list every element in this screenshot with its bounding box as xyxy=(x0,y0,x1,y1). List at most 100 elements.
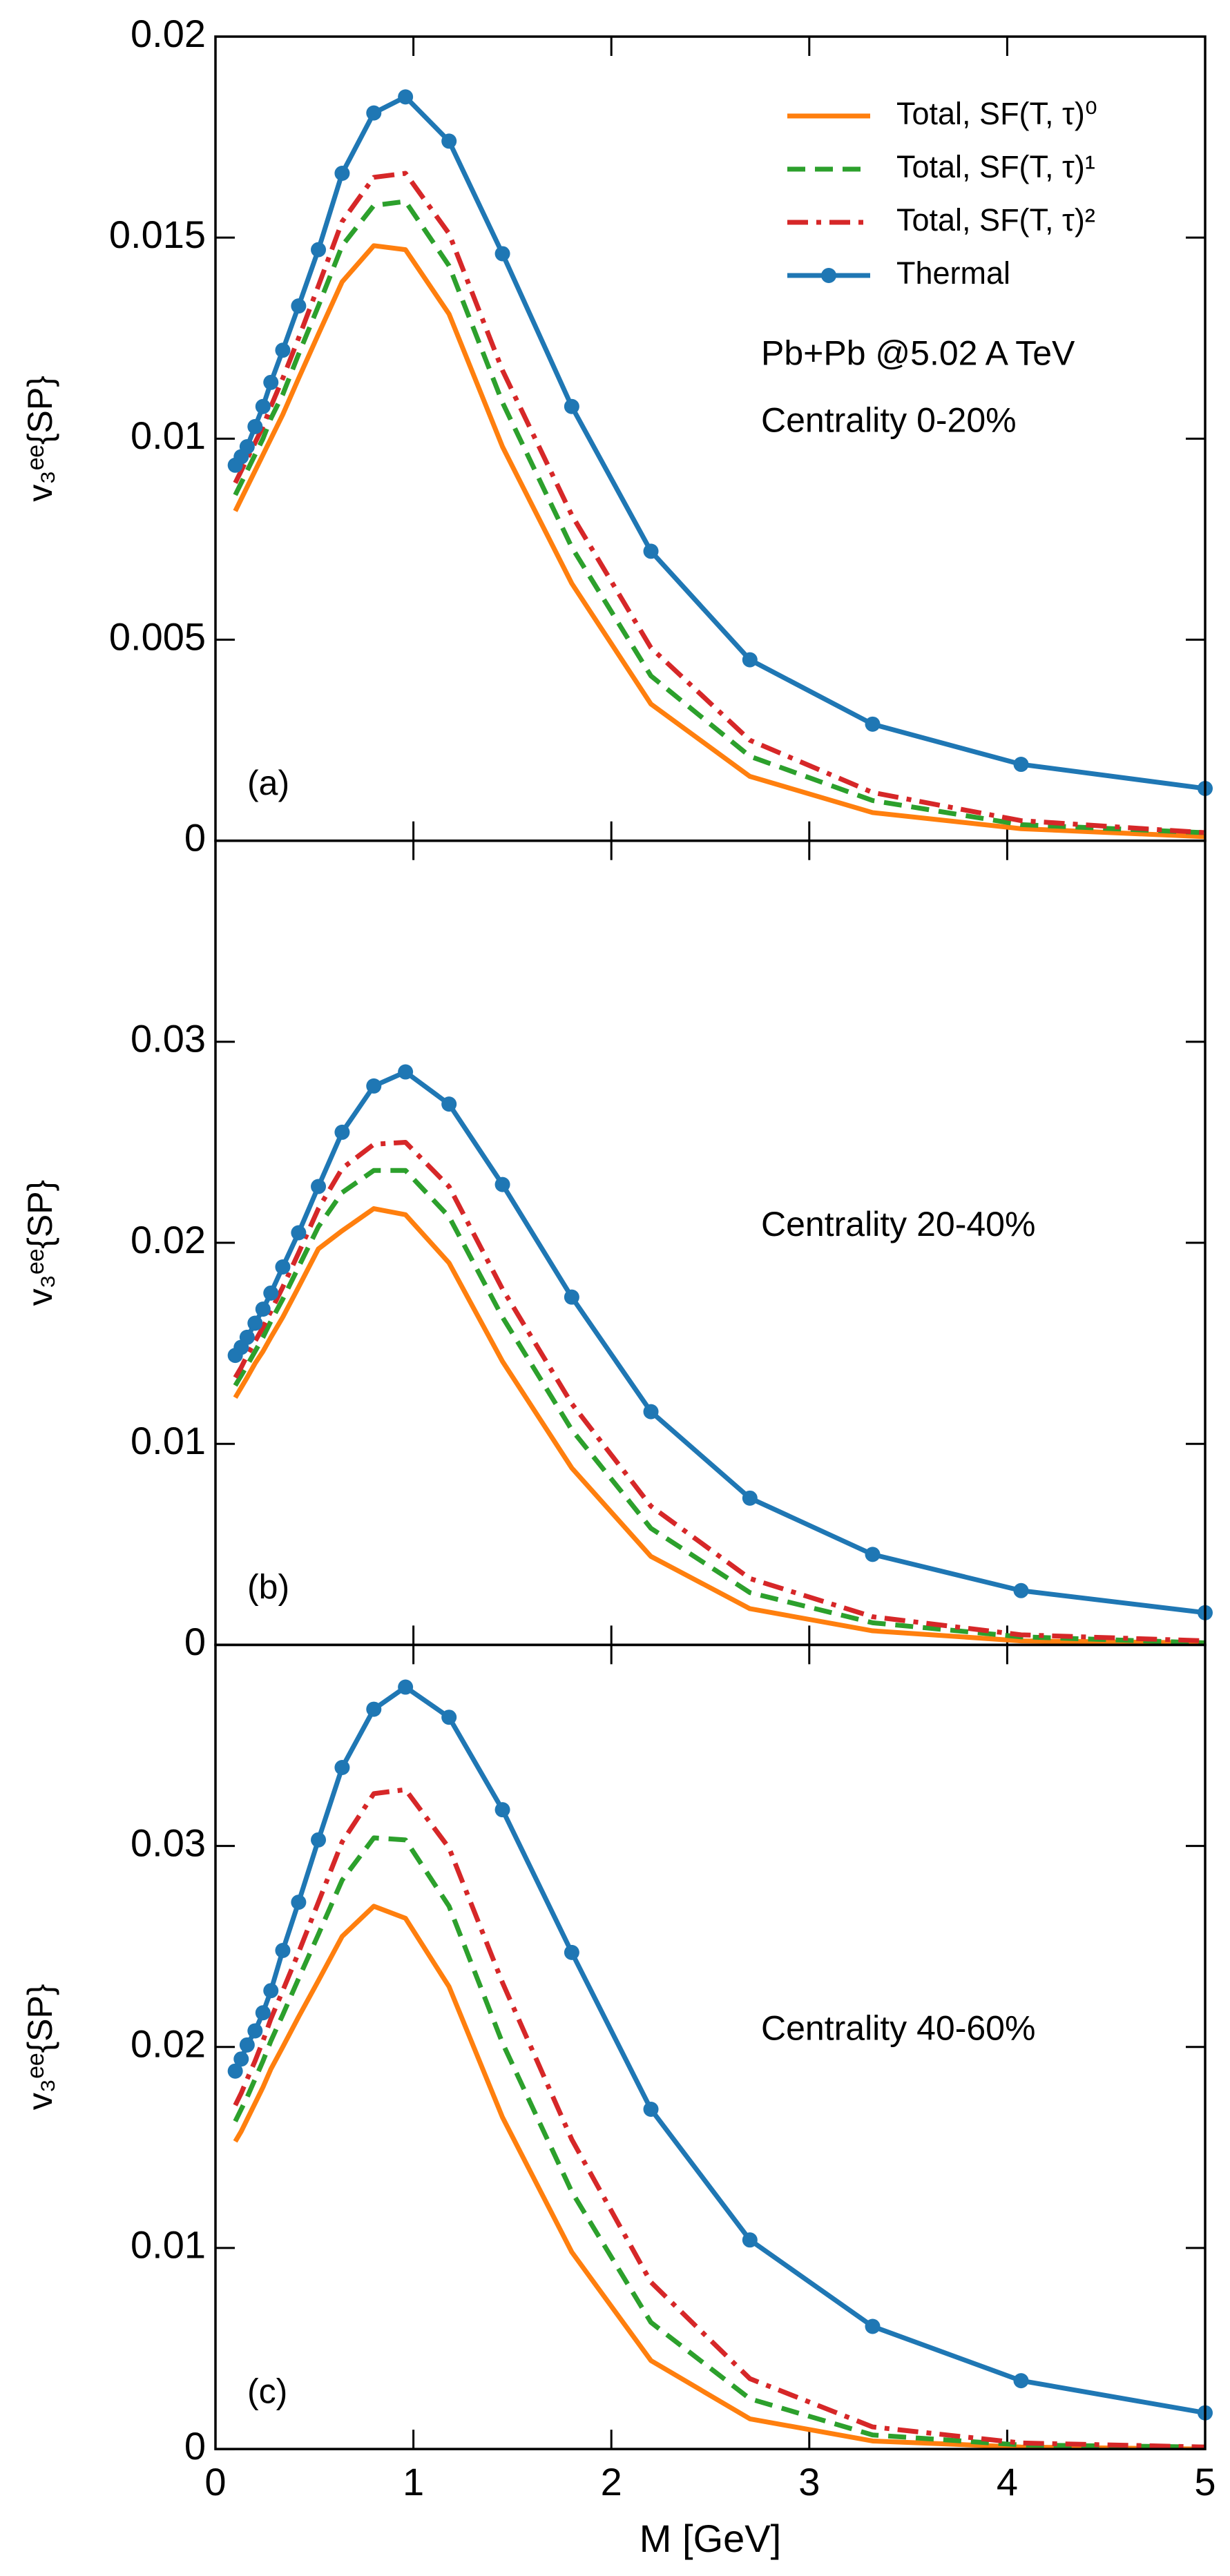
y-tick-label: 0.015 xyxy=(109,213,206,256)
y-tick-label: 0.005 xyxy=(109,614,206,658)
x-tick-label: 0 xyxy=(204,2460,226,2504)
data-point xyxy=(247,2023,263,2039)
x-tick-label: 4 xyxy=(997,2460,1018,2504)
data-point xyxy=(564,1944,579,1960)
data-point xyxy=(398,1679,414,1695)
data-point xyxy=(742,2232,758,2248)
data-point xyxy=(742,652,758,668)
panel-label: (b) xyxy=(247,1568,289,1607)
legend-label: Thermal xyxy=(896,255,1010,291)
data-point xyxy=(255,1301,271,1317)
data-point xyxy=(865,716,881,732)
data-point xyxy=(742,1490,758,1506)
series-line xyxy=(233,1787,1205,2450)
series-line xyxy=(233,1069,1205,1616)
series-line xyxy=(233,1835,1205,2450)
x-tick-label: 2 xyxy=(601,2460,622,2504)
x-tick-label: 5 xyxy=(1194,2460,1215,2504)
plot-area xyxy=(233,1069,1205,1645)
data-point xyxy=(263,1285,279,1301)
data-point xyxy=(494,246,510,262)
series-line xyxy=(233,171,1205,835)
y-axis-label: v₃ᵉᵉ{SP} xyxy=(21,1984,59,2110)
x-axis-label: M [GeV] xyxy=(640,2517,781,2560)
data-point xyxy=(239,2037,255,2053)
data-point xyxy=(564,398,579,414)
data-point xyxy=(865,2318,881,2334)
data-point xyxy=(239,438,255,454)
axes-frame xyxy=(214,1643,1207,2450)
data-point xyxy=(398,89,414,105)
y-tick-label: 0.02 xyxy=(131,12,206,55)
data-point xyxy=(1013,757,1029,773)
y-tick-label: 0 xyxy=(184,1620,206,1663)
data-point xyxy=(247,1315,263,1331)
y-tick-label: 0.03 xyxy=(131,1017,206,1061)
data-point xyxy=(263,1983,279,1999)
data-point xyxy=(366,1701,382,1717)
legend-label: Total, SF(T, τ)¹ xyxy=(896,149,1095,184)
data-point xyxy=(1013,1582,1029,1598)
data-point xyxy=(239,1329,255,1345)
panel-label: (a) xyxy=(247,764,289,802)
annotation: Centrality 0-20% xyxy=(761,400,1017,439)
data-point xyxy=(494,1802,510,1818)
data-point xyxy=(334,165,350,181)
data-point xyxy=(366,105,382,121)
data-point xyxy=(291,1895,307,1910)
y-tick-label: 0.02 xyxy=(131,1218,206,1261)
data-point xyxy=(643,543,659,559)
data-point xyxy=(643,1404,659,1420)
y-tick-label: 0.03 xyxy=(131,1821,206,1864)
y-tick-label: 0.01 xyxy=(131,1419,206,1462)
annotation: Pb+Pb @5.02 A TeV xyxy=(761,334,1075,373)
data-point xyxy=(227,2063,243,2079)
data-point xyxy=(865,1547,881,1562)
data-point xyxy=(494,1176,510,1192)
data-point xyxy=(366,1078,382,1094)
y-tick-label: 0.02 xyxy=(131,2022,206,2066)
data-point xyxy=(334,1760,350,1776)
data-point xyxy=(233,2051,249,2067)
y-tick-label: 0.01 xyxy=(131,2223,206,2267)
series-line xyxy=(233,1904,1205,2450)
legend-label: Total, SF(T, τ)⁰ xyxy=(896,96,1097,131)
y-tick-label: 0.01 xyxy=(131,414,206,457)
data-point xyxy=(275,342,291,358)
y-axis-label: v₃ᵉᵉ{SP} xyxy=(21,1180,59,1306)
data-point xyxy=(255,2005,271,2021)
data-point xyxy=(255,398,271,414)
panel-label: (c) xyxy=(247,2372,287,2410)
data-point xyxy=(291,298,307,314)
x-tick-label: 1 xyxy=(403,2460,424,2504)
legend-marker xyxy=(821,268,836,283)
y-tick-label: 0 xyxy=(184,2424,206,2468)
data-point xyxy=(291,1225,307,1241)
data-point xyxy=(247,418,263,434)
annotation: Centrality 40-60% xyxy=(761,2009,1035,2048)
y-axis-label: v₃ᵉᵉ{SP} xyxy=(21,376,59,502)
y-tick-label: 0 xyxy=(184,815,206,859)
data-point xyxy=(311,242,327,258)
data-point xyxy=(441,1096,457,1112)
series-line xyxy=(233,1206,1205,1645)
series-line xyxy=(233,1685,1205,2416)
series-line xyxy=(233,199,1205,835)
plot-area xyxy=(233,1685,1205,2450)
axes-frame xyxy=(214,839,1207,1647)
series-line xyxy=(233,1139,1205,1644)
data-point xyxy=(398,1064,414,1080)
data-point xyxy=(275,1259,291,1275)
legend-label: Total, SF(T, τ)² xyxy=(896,202,1095,238)
data-point xyxy=(441,133,457,149)
data-point xyxy=(275,1942,291,1958)
series-line xyxy=(233,94,1205,791)
series-line xyxy=(233,243,1205,840)
data-point xyxy=(643,2102,659,2118)
data-point xyxy=(311,1832,327,1848)
data-point xyxy=(311,1179,327,1194)
data-point xyxy=(564,1289,579,1305)
annotation: Centrality 20-40% xyxy=(761,1205,1035,1243)
data-point xyxy=(263,374,279,390)
